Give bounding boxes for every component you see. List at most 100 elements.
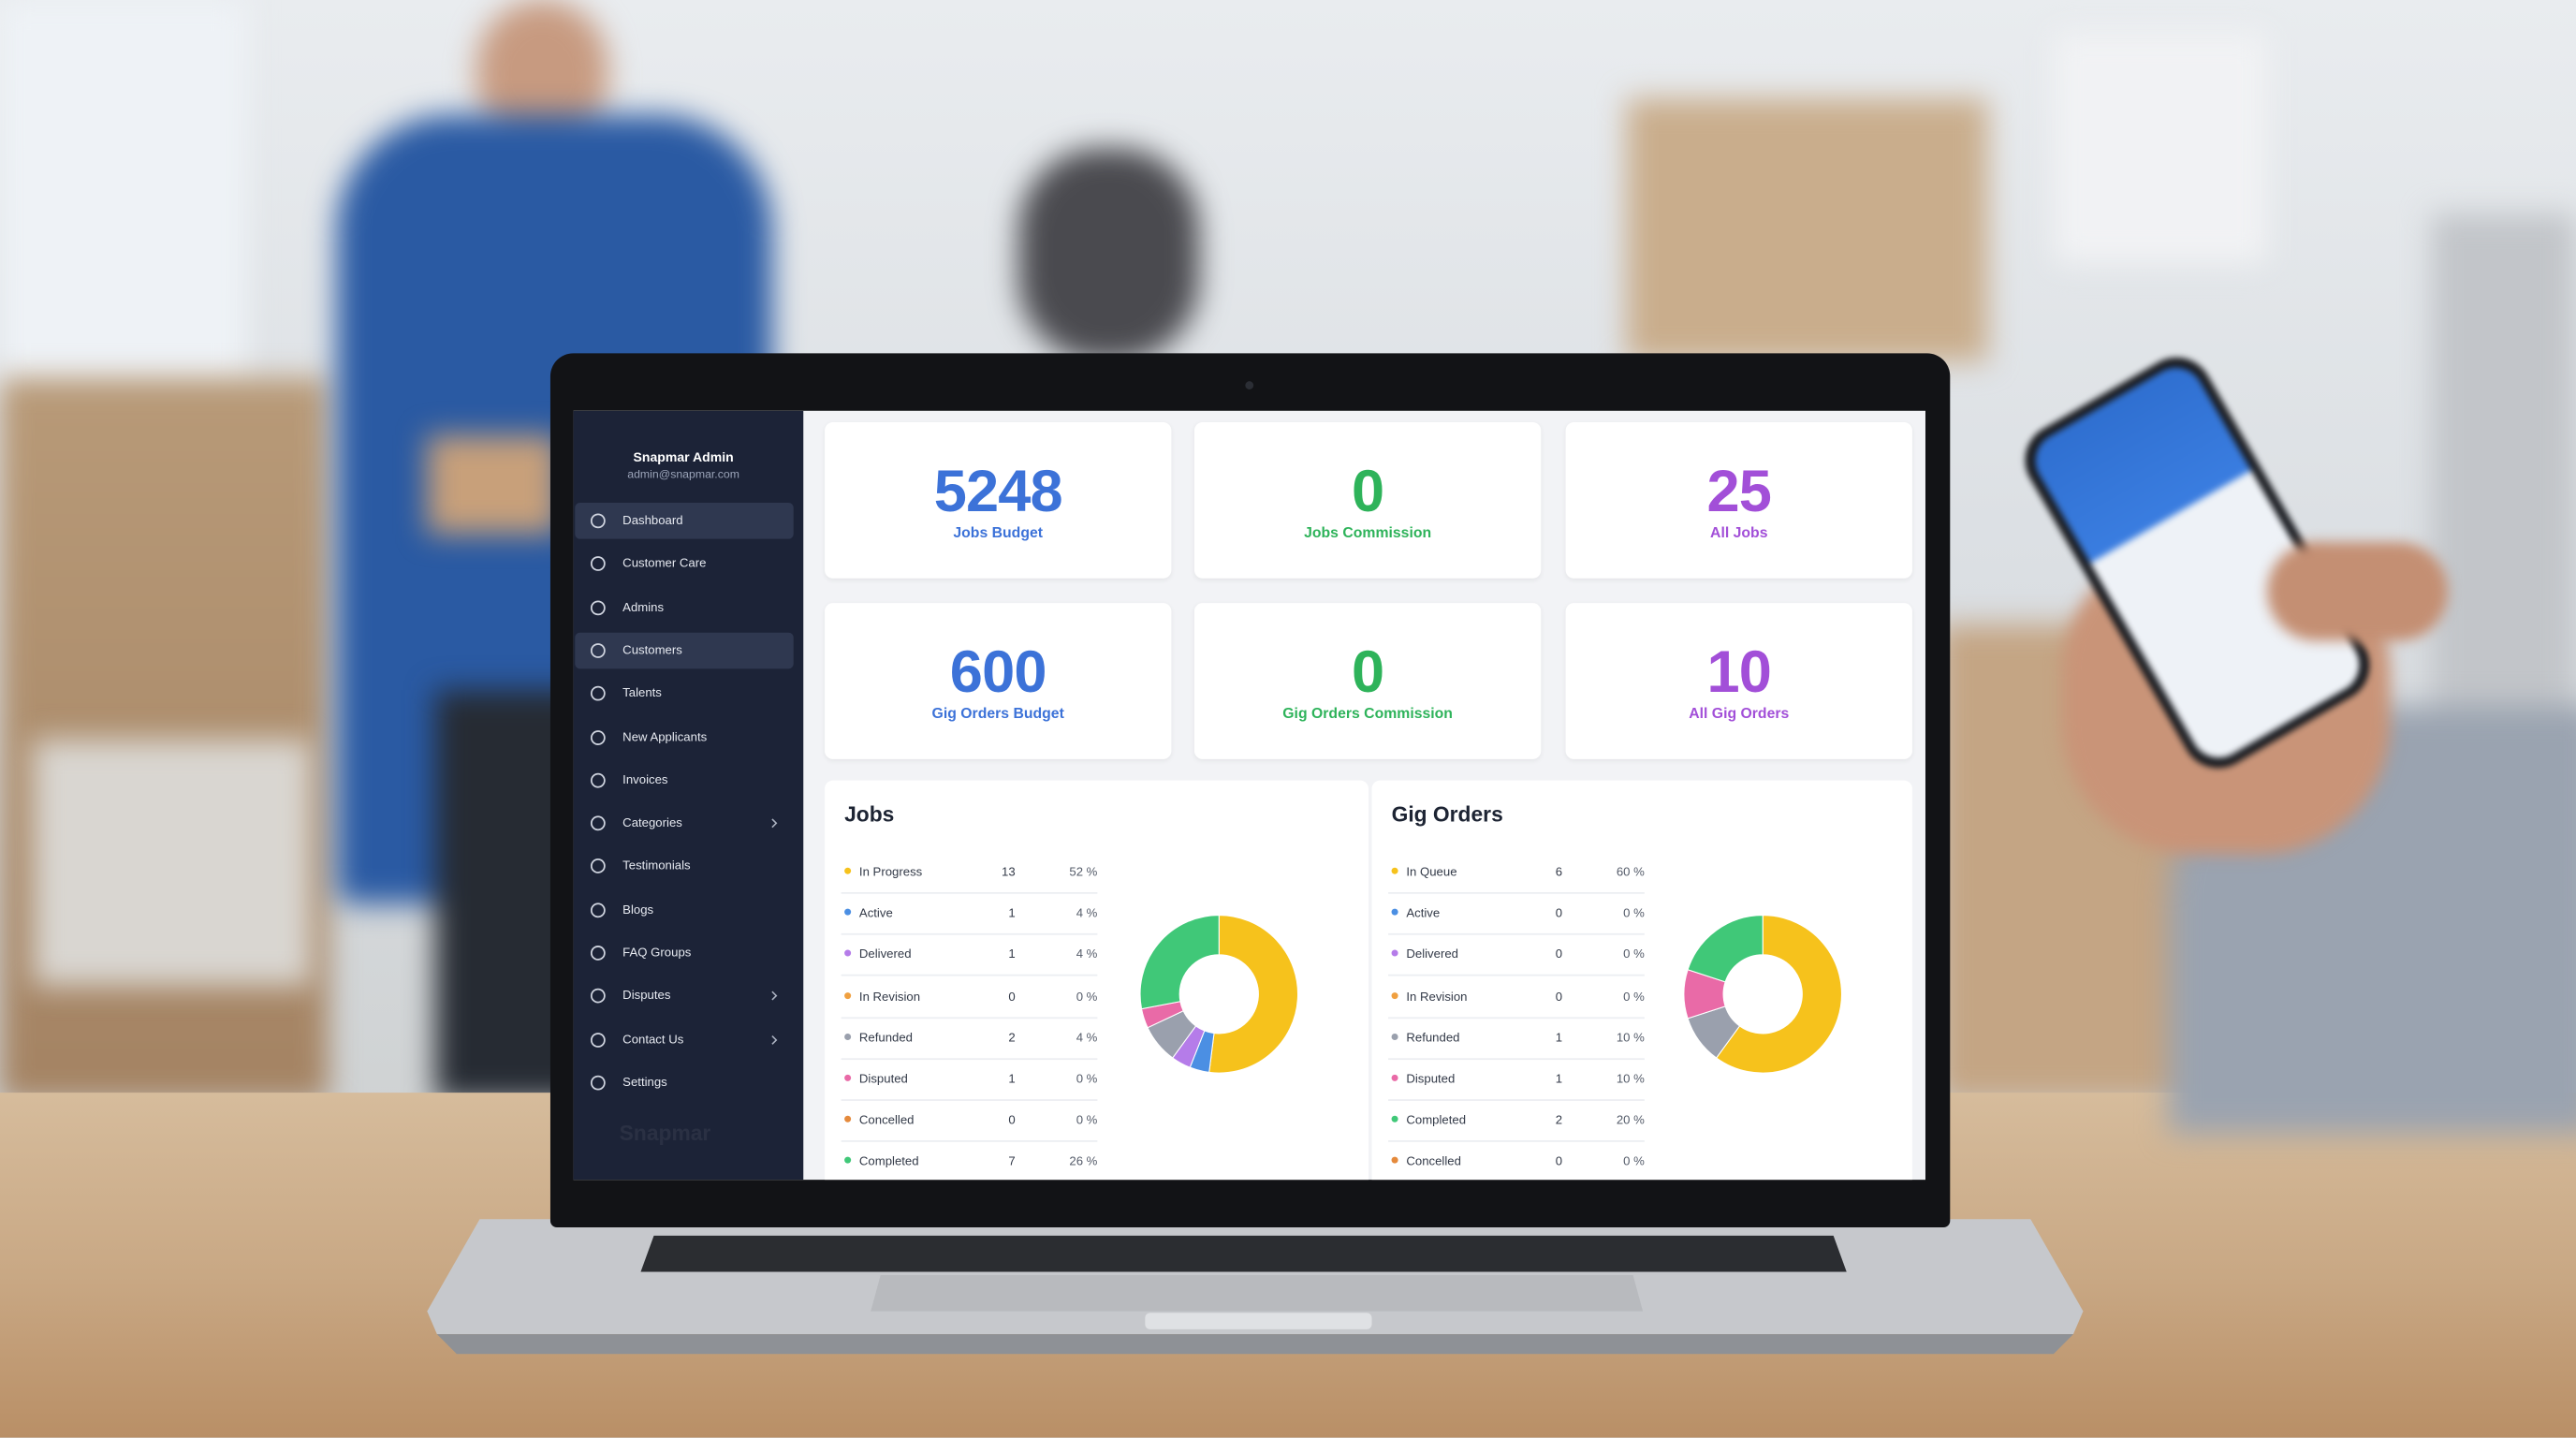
status-row: Refunded 2 4 % (841, 1017, 1098, 1060)
nav-item[interactable]: Categories (575, 805, 793, 842)
worker-back (1018, 147, 1200, 362)
status-row: Refunded 1 10 % (1388, 1017, 1645, 1060)
nav-icon-shape (590, 556, 606, 572)
status-label: Concelled (1406, 1153, 1461, 1169)
donut-chart (1683, 915, 1842, 1074)
status-count: 13 (1002, 864, 1016, 879)
thumb (2267, 542, 2449, 641)
nav-icon (590, 1075, 606, 1091)
status-count: 0 (1555, 988, 1563, 1004)
stat-value: 0 (1351, 456, 1384, 524)
stat-value: 25 (1706, 456, 1772, 524)
stat-label: Gig Orders Commission (1282, 704, 1453, 722)
keyboard (640, 1235, 1847, 1272)
status-percent: 10 % (1616, 1030, 1645, 1045)
status-count: 6 (1555, 864, 1563, 879)
nav-item[interactable]: Settings (575, 1064, 793, 1101)
nav-item[interactable]: Blogs (575, 891, 793, 928)
status-label: Delivered (1406, 946, 1458, 962)
nav-item[interactable]: Invoices (575, 762, 793, 799)
nav-item[interactable]: Disputes (575, 978, 793, 1015)
status-row: Delivered 1 4 % (841, 934, 1098, 977)
status-label: Disputed (858, 1071, 908, 1087)
status-percent: 52 % (1069, 864, 1098, 879)
nav-label: Blogs (622, 902, 654, 917)
nav-label: Customers (622, 642, 682, 657)
nav-icon (590, 642, 606, 658)
status-percent: 0 % (1623, 905, 1645, 921)
status-label: Refunded (858, 1030, 914, 1045)
nav-icon-shape (590, 599, 606, 615)
status-count: 0 (1008, 988, 1016, 1004)
donut-segment (1208, 915, 1299, 1074)
status-label: Disputed (1406, 1071, 1456, 1087)
nav-item[interactable]: New Applicants (575, 719, 793, 756)
status-dot (1391, 908, 1398, 916)
nav-icon-shape (590, 946, 606, 961)
status-percent: 0 % (1076, 1112, 1098, 1128)
stat-value: 10 (1706, 637, 1772, 705)
status-dot (1391, 1116, 1398, 1123)
stat-value: 0 (1351, 637, 1384, 705)
nav-icon-shape (590, 989, 606, 1005)
stat-value: 5248 (933, 456, 1063, 524)
nav-label: FAQ Groups (622, 945, 692, 960)
nav-icon (590, 599, 606, 615)
status-row: Disputed 1 10 % (1388, 1058, 1645, 1101)
status-count: 0 (1555, 946, 1563, 962)
nav-item[interactable]: Admins (575, 589, 793, 625)
status-label: Refunded (1406, 1030, 1460, 1045)
status-label: Delivered (858, 946, 912, 962)
status-dot (844, 1157, 852, 1165)
status-percent: 60 % (1616, 864, 1645, 879)
donut-segment (1139, 915, 1220, 1010)
nav-icon (590, 946, 606, 961)
chevron-line (771, 818, 778, 829)
nav-item[interactable]: Customers (575, 632, 794, 669)
status-label: Active (1406, 905, 1441, 921)
status-row: Active 0 0 % (1388, 892, 1645, 935)
nav-item[interactable]: Testimonials (575, 848, 793, 885)
donut-chart (1139, 915, 1299, 1074)
nav-icon-shape (590, 858, 606, 874)
status-label: Completed (1406, 1112, 1467, 1128)
status-row: Completed 7 26 % (842, 1141, 1097, 1180)
status-count: 0 (1555, 905, 1563, 921)
nav-icon-shape (590, 642, 606, 658)
donut-segment (1715, 915, 1842, 1074)
status-row: Active 1 4 % (841, 892, 1098, 935)
status-dot (844, 1116, 852, 1123)
chevron-line (771, 991, 778, 1002)
status-row: Concelled 0 0 % (841, 1099, 1098, 1143)
nav-label: Disputes (622, 988, 671, 1004)
person-box (427, 435, 559, 535)
nav-icon-shape (590, 729, 606, 745)
nav-item[interactable]: Contact Us (575, 1021, 793, 1058)
stat-card: 5248 Jobs Budget (825, 422, 1172, 579)
stat-label: All Gig Orders (1689, 704, 1790, 722)
nav-label: Dashboard (622, 512, 683, 528)
nav-item[interactable]: Dashboard (575, 503, 794, 539)
nav-icon-shape (590, 815, 606, 831)
screen: Snapmar Admin admin@snapmar.com Snapmar … (573, 410, 1925, 1181)
nav-item[interactable]: Talents (575, 676, 793, 712)
nav-icon (590, 556, 606, 572)
nav-item[interactable]: FAQ Groups (575, 935, 793, 972)
nav-item[interactable]: Customer Care (575, 546, 793, 582)
status-percent: 0 % (1623, 946, 1645, 962)
status-count: 1 (1008, 1071, 1016, 1087)
base-front (436, 1334, 2073, 1355)
status-dot (844, 1074, 852, 1081)
status-label: In Revision (1406, 988, 1468, 1004)
status-row: Disputed 1 0 % (841, 1058, 1098, 1101)
nav-icon-shape (590, 513, 606, 529)
nav-icon (590, 513, 606, 529)
status-dot (1391, 1157, 1398, 1165)
status-count: 1 (1008, 905, 1016, 921)
nav-label: New Applicants (622, 728, 708, 744)
nav-label: Testimonials (622, 858, 691, 873)
chevron-line (771, 1034, 778, 1045)
nav-icon-shape (590, 686, 606, 701)
window (0, 0, 247, 395)
